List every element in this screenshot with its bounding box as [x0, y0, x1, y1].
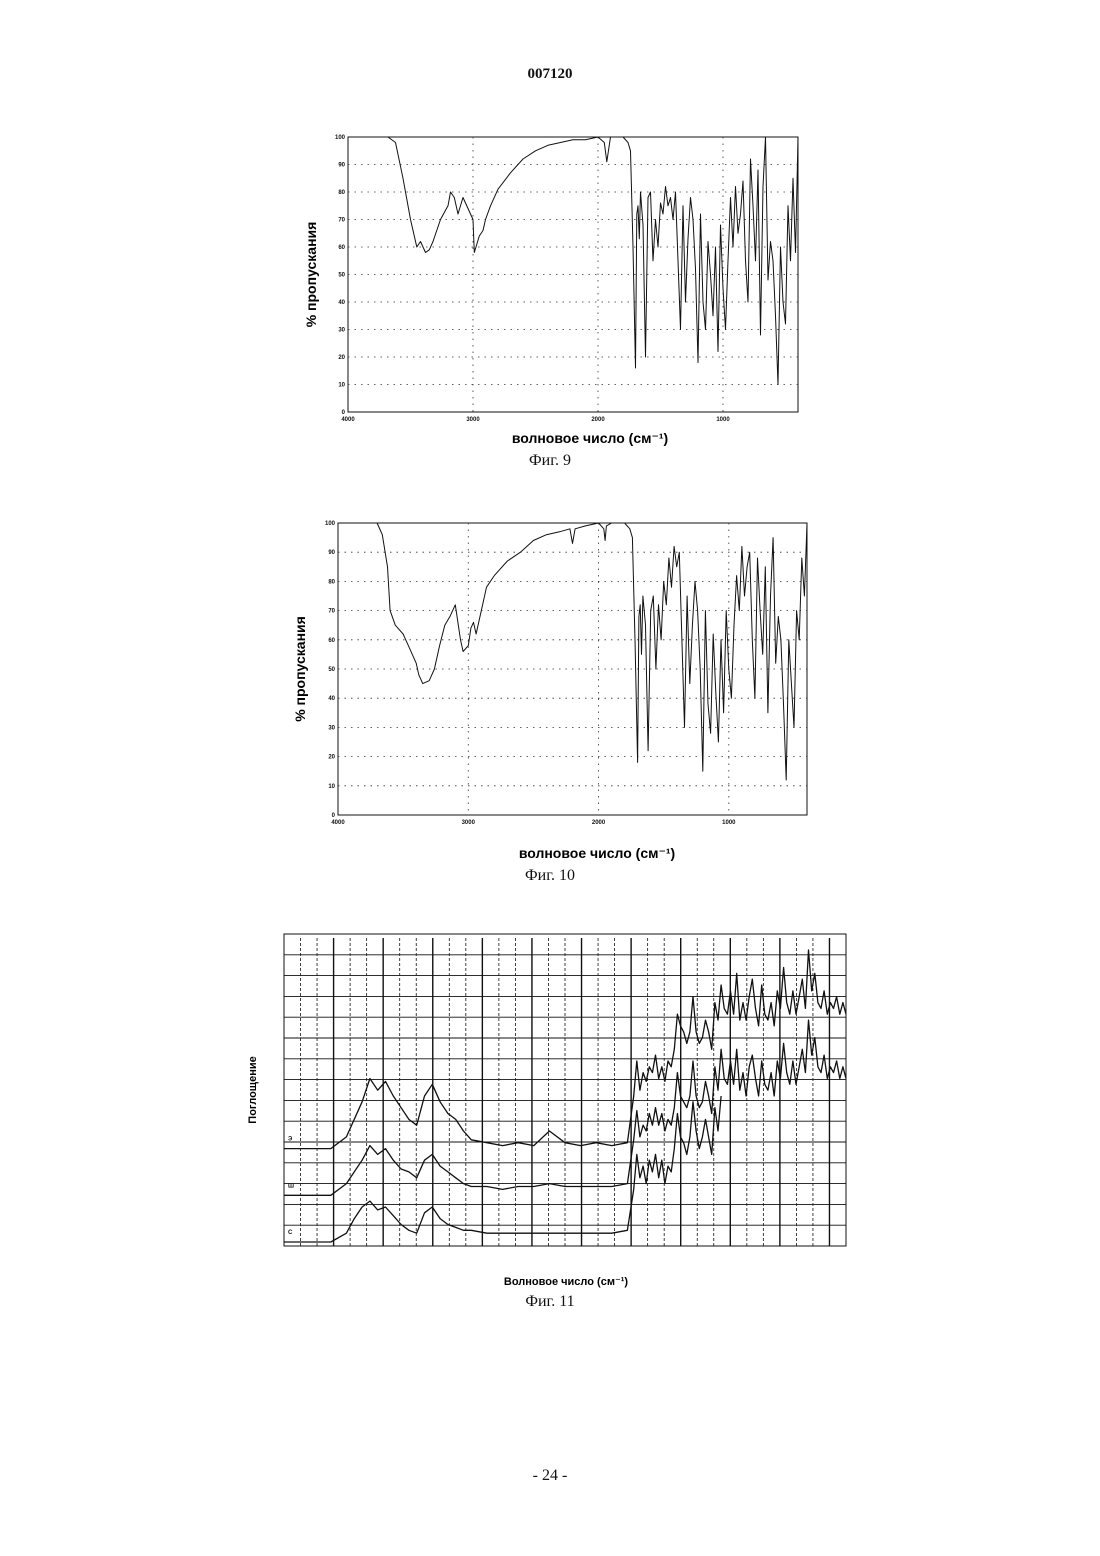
figure-11-xlabel: Волновое число (см⁻¹): [504, 1276, 629, 1288]
figure-9-xtick-label: 4000: [341, 417, 355, 423]
figure-10-ytick-label: 100: [325, 521, 336, 527]
figure-10-xtick-label: 4000: [331, 820, 345, 826]
figure-11: Э Ш С Поглощение Волновое число (см⁻¹): [240, 928, 855, 1293]
figure-10-ytick-label: 20: [328, 755, 335, 761]
figure-9-ytick-label: 10: [338, 383, 345, 389]
figure-9-plot-frame: [348, 137, 798, 412]
figure-11-caption: Фиг. 11: [490, 1293, 610, 1311]
figure-10-ytick-label: 30: [328, 725, 335, 731]
figure-10-ytick-label: 40: [328, 696, 335, 702]
figure-10-caption: Фиг. 10: [490, 867, 610, 885]
figure-9-ytick-label: 70: [338, 218, 345, 224]
figure-11-series-label: Ш: [288, 1183, 294, 1189]
figure-9-ytick-label: 90: [338, 163, 345, 169]
page-number: 007120: [0, 66, 1100, 83]
figure-10-spectrum-line: [338, 523, 807, 780]
figure-10-chart: 10090807060504030201004000300020001000% …: [285, 515, 820, 865]
figure-9-ytick-label: 80: [338, 190, 345, 196]
figure-9-caption: Фиг. 9: [490, 452, 610, 470]
figure-9-ytick-label: 30: [338, 328, 345, 334]
figure-10-xlabel: волновое число (см⁻¹): [519, 845, 675, 861]
figure-10-ytick-label: 0: [332, 813, 336, 819]
figure-11-ylabel: Поглощение: [247, 1056, 259, 1123]
figure-9-ytick-label: 100: [335, 135, 346, 141]
figure-9-chart: 10090807060504030201004000300020001000% …: [290, 125, 820, 455]
figure-11-series-label: С: [288, 1230, 293, 1236]
figure-9-ytick-label: 50: [338, 273, 345, 279]
figure-9-ytick-label: 40: [338, 300, 345, 306]
figure-9-ylabel: % пропускания: [303, 222, 319, 328]
figure-11-chart: Э Ш С Поглощение Волновое число (см⁻¹): [240, 928, 855, 1293]
figure-9-ytick-label: 60: [338, 245, 345, 251]
figure-10-ytick-label: 80: [328, 579, 335, 585]
figure-9-xtick-label: 2000: [591, 417, 605, 423]
figure-10-ytick-label: 90: [328, 550, 335, 556]
figure-10-ytick-label: 50: [328, 667, 335, 673]
figure-9-ytick-label: 0: [342, 410, 346, 416]
figure-10-xtick-label: 1000: [722, 820, 736, 826]
figure-10-ytick-label: 60: [328, 638, 335, 644]
figure-9: 10090807060504030201004000300020001000% …: [290, 125, 820, 455]
figure-9-spectrum-line: [348, 137, 798, 385]
figure-10-ylabel: % пропускания: [292, 616, 308, 722]
figure-9-xtick-label: 3000: [466, 417, 480, 423]
figure-10-xtick-label: 3000: [462, 820, 476, 826]
figure-10: 10090807060504030201004000300020001000% …: [285, 515, 820, 865]
figure-10-ytick-label: 70: [328, 609, 335, 615]
figure-9-xtick-label: 1000: [716, 417, 730, 423]
figure-9-xlabel: волновое число (см⁻¹): [512, 430, 668, 446]
figure-9-ytick-label: 20: [338, 355, 345, 361]
figure-11-spectrum-line: [284, 1096, 721, 1242]
figure-10-ytick-label: 10: [328, 784, 335, 790]
figure-10-xtick-label: 2000: [592, 820, 606, 826]
page-footer: - 24 -: [0, 1467, 1100, 1485]
figure-11-series-label: Э: [288, 1137, 293, 1143]
